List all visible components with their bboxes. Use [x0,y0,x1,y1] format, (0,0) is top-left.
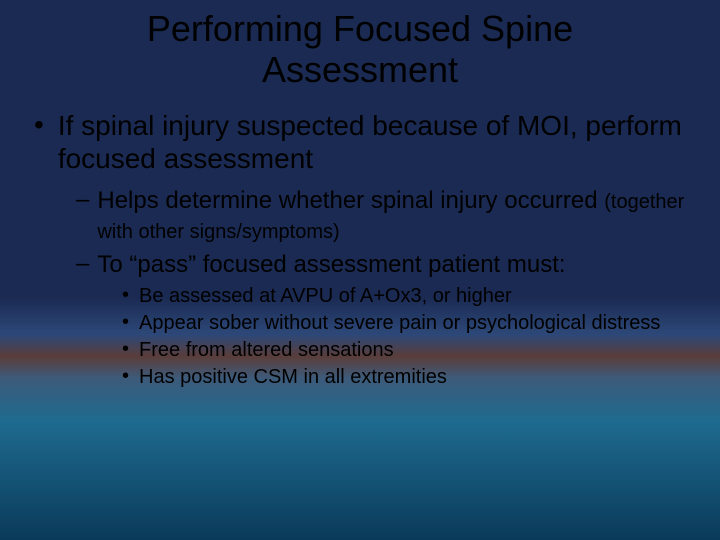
dash-icon: – [76,250,89,280]
bullet-level3-c: • Free from altered sensations [122,338,690,363]
bullet-icon: • [122,338,129,363]
bullet-icon: • [122,365,129,390]
slide-container: Performing Focused Spine Assessment • If… [0,0,720,540]
bullet-level3-a: • Be assessed at AVPU of A+Ox3, or highe… [122,284,690,309]
title-line-1: Performing Focused Spine [147,8,573,49]
bullet-level2-b: – To “pass” focused assessment patient m… [76,250,690,280]
level1-text: If spinal injury suspected because of MO… [58,109,690,176]
bullet-icon: • [122,311,129,336]
level3a-text: Be assessed at AVPU of A+Ox3, or higher [139,284,512,309]
level3c-text: Free from altered sensations [139,338,394,363]
title-line-2: Assessment [262,49,458,90]
bullet-level1: • If spinal injury suspected because of … [30,109,690,176]
bullet-icon: • [122,284,129,309]
level2a-main: Helps determine whether spinal injury oc… [97,187,604,214]
level3b-text: Appear sober without severe pain or psyc… [139,311,660,336]
bullet-level2-a: – Helps determine whether spinal injury … [76,186,690,246]
level3d-text: Has positive CSM in all extremities [139,365,447,390]
bullet-level3-b: • Appear sober without severe pain or ps… [122,311,690,336]
bullet-level3-d: • Has positive CSM in all extremities [122,365,690,390]
dash-icon: – [76,186,89,246]
bullet-icon: • [34,109,44,176]
level2b-text: To “pass” focused assessment patient mus… [97,250,565,280]
level2a-text: Helps determine whether spinal injury oc… [97,186,690,246]
slide-title: Performing Focused Spine Assessment [30,8,690,91]
